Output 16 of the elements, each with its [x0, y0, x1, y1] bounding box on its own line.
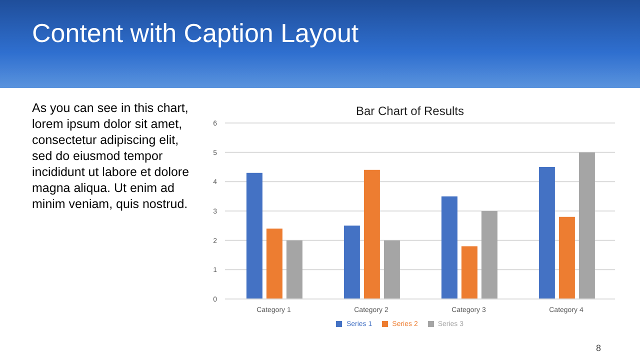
bar: [558, 216, 575, 299]
bar: [266, 228, 282, 299]
chart-title: Bar Chart of Results: [354, 104, 466, 118]
bar: [578, 152, 595, 299]
text: 8: [596, 343, 602, 353]
bar: [286, 240, 302, 299]
bar: [441, 196, 458, 299]
bar: [246, 172, 262, 299]
bar: [364, 170, 380, 299]
bar: [344, 226, 360, 299]
text: As you can see in this chart, lorem ipsum dolor sit amet, consectetur adipiscing elit, sed do eiusmod tempor incididunt ut labore et dolore magna aliqua. Ut enim ad minim veniam, quis nostrud.: [32, 100, 190, 212]
bar: [538, 167, 555, 299]
text: Content with Caption Layout: [32, 18, 359, 49]
bar: [461, 246, 478, 299]
bar: [384, 240, 400, 299]
bar: [481, 211, 498, 299]
